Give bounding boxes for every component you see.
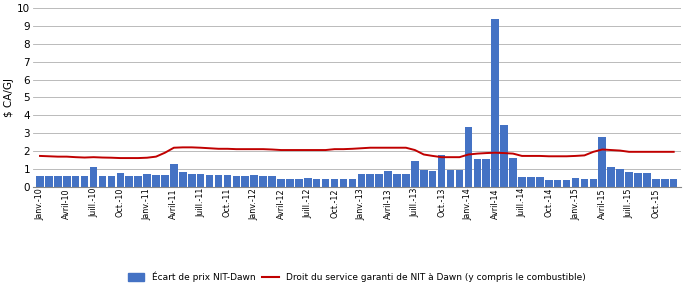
- Bar: [393, 174, 401, 187]
- Bar: [277, 178, 285, 187]
- Bar: [384, 172, 392, 187]
- Bar: [116, 173, 124, 187]
- Bar: [269, 176, 276, 187]
- Bar: [670, 179, 677, 187]
- Bar: [340, 179, 347, 187]
- Bar: [81, 176, 88, 187]
- Bar: [349, 179, 356, 187]
- Bar: [581, 179, 588, 187]
- Bar: [420, 170, 427, 187]
- Bar: [188, 174, 195, 187]
- Bar: [322, 179, 329, 187]
- Bar: [108, 176, 115, 187]
- Bar: [518, 177, 526, 187]
- Bar: [509, 158, 516, 187]
- Bar: [599, 137, 606, 187]
- Bar: [616, 169, 624, 187]
- Bar: [402, 174, 410, 187]
- Bar: [63, 176, 71, 187]
- Bar: [331, 178, 338, 187]
- Bar: [313, 178, 321, 187]
- Bar: [375, 175, 383, 187]
- Bar: [652, 178, 660, 187]
- Legend: Écart de prix NIT-Dawn, Droit du service garanti de NIT à Dawn (y compris le com: Écart de prix NIT-Dawn, Droit du service…: [125, 268, 589, 286]
- Bar: [286, 179, 294, 187]
- Bar: [661, 178, 669, 187]
- Bar: [590, 179, 597, 187]
- Bar: [90, 167, 97, 187]
- Bar: [608, 167, 615, 187]
- Bar: [206, 175, 213, 187]
- Bar: [536, 177, 544, 187]
- Bar: [358, 174, 365, 187]
- Bar: [134, 176, 142, 187]
- Bar: [161, 175, 169, 187]
- Bar: [214, 175, 223, 187]
- Bar: [634, 173, 642, 187]
- Bar: [500, 125, 508, 187]
- Bar: [366, 175, 374, 187]
- Bar: [295, 179, 303, 187]
- Bar: [72, 176, 79, 187]
- Bar: [223, 175, 232, 187]
- Bar: [143, 174, 151, 187]
- Bar: [438, 155, 445, 187]
- Bar: [45, 176, 53, 187]
- Bar: [54, 176, 62, 187]
- Bar: [429, 171, 436, 187]
- Bar: [242, 175, 249, 187]
- Bar: [464, 127, 472, 187]
- Bar: [152, 175, 160, 187]
- Bar: [304, 178, 312, 187]
- Bar: [99, 176, 106, 187]
- Bar: [643, 173, 651, 187]
- Bar: [232, 175, 240, 187]
- Bar: [491, 19, 499, 187]
- Bar: [260, 175, 267, 187]
- Bar: [545, 180, 553, 187]
- Bar: [125, 176, 133, 187]
- Bar: [197, 174, 204, 187]
- Bar: [473, 159, 481, 187]
- Y-axis label: $ CA/GJ: $ CA/GJ: [4, 78, 14, 117]
- Bar: [36, 176, 44, 187]
- Bar: [527, 177, 535, 187]
- Bar: [572, 178, 580, 187]
- Bar: [625, 172, 633, 187]
- Bar: [563, 180, 571, 187]
- Bar: [411, 161, 419, 187]
- Bar: [179, 172, 186, 187]
- Bar: [170, 164, 177, 187]
- Bar: [554, 180, 562, 187]
- Bar: [251, 175, 258, 187]
- Bar: [482, 159, 490, 187]
- Bar: [447, 170, 454, 187]
- Bar: [456, 170, 463, 187]
